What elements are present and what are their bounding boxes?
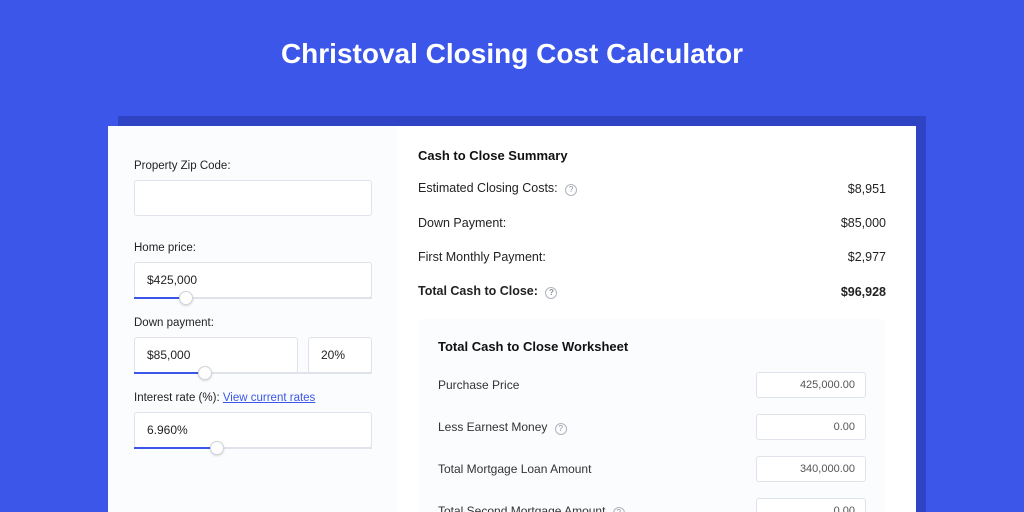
- interest-rate-input[interactable]: 6.960%: [134, 412, 372, 448]
- worksheet-row-label: Total Mortgage Loan Amount: [438, 462, 591, 476]
- down-payment-slider-fill: [134, 372, 205, 374]
- calculator-card: Property Zip Code: Home price: $425,000 …: [108, 126, 916, 512]
- interest-rate-group: Interest rate (%): View current rates 6.…: [134, 392, 372, 449]
- interest-rate-label-text: Interest rate (%):: [134, 392, 220, 404]
- summary-row: Down Payment: $85,000: [418, 216, 886, 230]
- summary-row: Total Cash to Close: ? $96,928: [418, 284, 886, 299]
- summary-row-value: $8,951: [848, 182, 886, 196]
- summary-title: Cash to Close Summary: [418, 148, 886, 163]
- summary-row-label: Estimated Closing Costs: ?: [418, 181, 577, 196]
- summary-row: Estimated Closing Costs: ? $8,951: [418, 181, 886, 196]
- interest-rate-slider-fill: [134, 447, 217, 449]
- summary-row: First Monthly Payment: $2,977: [418, 250, 886, 264]
- worksheet-row: Total Second Mortgage Amount ? 0.00: [438, 498, 866, 512]
- worksheet-row-label: Total Second Mortgage Amount ?: [438, 504, 625, 512]
- zip-group: Property Zip Code:: [134, 160, 372, 216]
- interest-rate-slider[interactable]: [134, 447, 372, 449]
- down-payment-pct-input[interactable]: 20%: [308, 337, 372, 373]
- zip-input[interactable]: [134, 180, 372, 216]
- home-price-input[interactable]: $425,000: [134, 262, 372, 298]
- down-payment-label: Down payment:: [134, 317, 372, 329]
- worksheet-value-input[interactable]: 0.00: [756, 498, 866, 512]
- home-price-label: Home price:: [134, 242, 372, 254]
- help-icon[interactable]: ?: [613, 507, 625, 512]
- zip-label: Property Zip Code:: [134, 160, 372, 172]
- worksheet-title: Total Cash to Close Worksheet: [438, 339, 866, 354]
- summary-row-label: Down Payment:: [418, 216, 506, 230]
- help-icon[interactable]: ?: [565, 184, 577, 196]
- home-price-slider-thumb[interactable]: [179, 291, 193, 305]
- summary-row-value: $2,977: [848, 250, 886, 264]
- interest-rate-slider-thumb[interactable]: [210, 441, 224, 455]
- page-title: Christoval Closing Cost Calculator: [0, 0, 1024, 96]
- home-price-group: Home price: $425,000: [134, 242, 372, 299]
- input-panel: Property Zip Code: Home price: $425,000 …: [108, 126, 398, 512]
- worksheet-row-label: Purchase Price: [438, 378, 519, 392]
- down-payment-input[interactable]: $85,000: [134, 337, 298, 373]
- help-icon[interactable]: ?: [545, 287, 557, 299]
- home-price-slider[interactable]: [134, 297, 372, 299]
- worksheet-value-input[interactable]: 340,000.00: [756, 456, 866, 482]
- worksheet-row-label: Less Earnest Money ?: [438, 420, 567, 435]
- summary-row-value: $85,000: [841, 216, 886, 230]
- results-panel: Cash to Close Summary Estimated Closing …: [398, 126, 916, 512]
- down-payment-slider-thumb[interactable]: [198, 366, 212, 380]
- view-rates-link[interactable]: View current rates: [223, 392, 315, 404]
- worksheet-row: Purchase Price 425,000.00: [438, 372, 866, 398]
- worksheet-panel: Total Cash to Close Worksheet Purchase P…: [418, 319, 886, 512]
- summary-row-label: Total Cash to Close: ?: [418, 284, 557, 299]
- interest-rate-label: Interest rate (%): View current rates: [134, 392, 372, 404]
- help-icon[interactable]: ?: [555, 423, 567, 435]
- worksheet-row: Total Mortgage Loan Amount 340,000.00: [438, 456, 866, 482]
- worksheet-value-input[interactable]: 425,000.00: [756, 372, 866, 398]
- worksheet-row: Less Earnest Money ? 0.00: [438, 414, 866, 440]
- summary-row-label: First Monthly Payment:: [418, 250, 546, 264]
- down-payment-group: Down payment: $85,000 20%: [134, 317, 372, 374]
- summary-row-value: $96,928: [841, 285, 886, 299]
- worksheet-value-input[interactable]: 0.00: [756, 414, 866, 440]
- down-payment-slider[interactable]: [134, 372, 372, 374]
